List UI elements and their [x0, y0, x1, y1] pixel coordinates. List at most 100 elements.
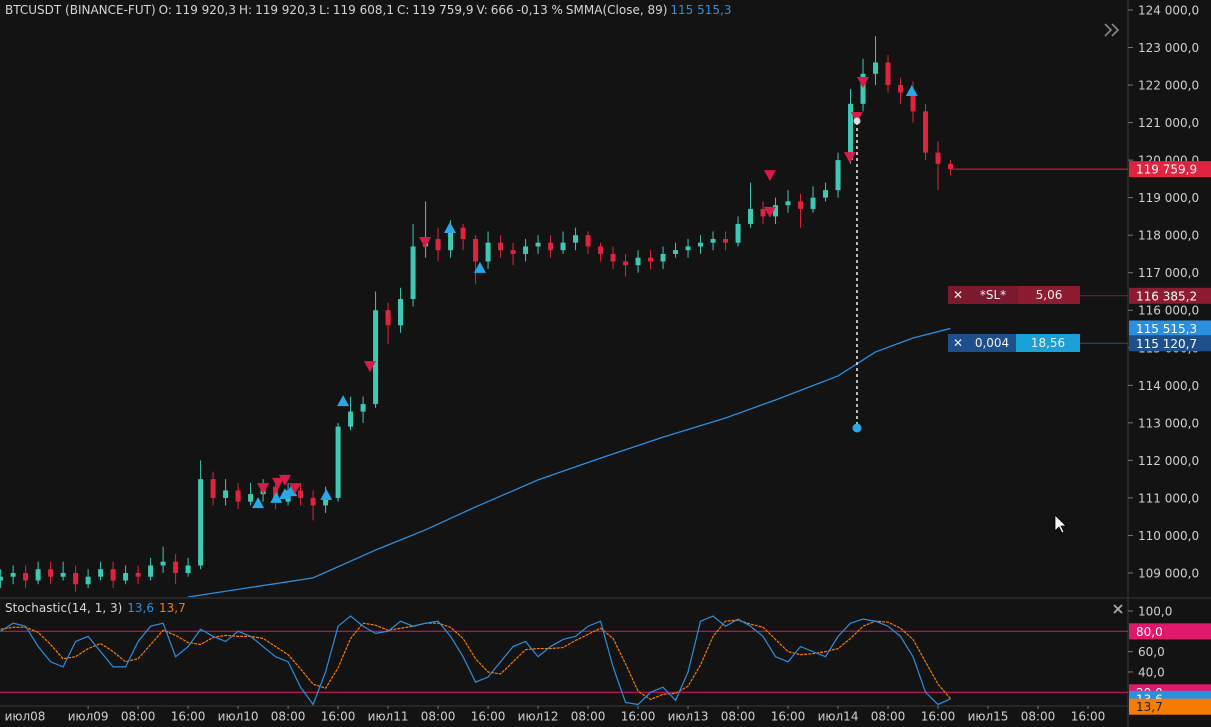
price-badge-label: 116 385,2 — [1136, 289, 1197, 303]
y-tick-label: 123 000,0 — [1138, 41, 1199, 55]
candle-body — [360, 404, 366, 412]
x-tick-label: 16:00 — [1071, 710, 1106, 724]
x-tick-label: 08:00 — [121, 710, 156, 724]
candle-body — [410, 246, 416, 299]
signal-marker — [270, 491, 283, 503]
candle-body — [235, 490, 241, 502]
candle-body — [535, 242, 541, 247]
candle-body — [810, 197, 816, 209]
candle-body — [885, 62, 891, 86]
candle-body — [748, 208, 754, 224]
y-tick-label: 100,0 — [1138, 604, 1172, 618]
candle-body — [323, 497, 329, 506]
y-tick-label: 109 000,0 — [1138, 566, 1199, 580]
candle-body — [398, 298, 404, 326]
candle-body — [310, 497, 316, 506]
candle-body — [173, 561, 179, 573]
price-badge — [1129, 698, 1211, 715]
close-order-button[interactable]: ✕ — [948, 334, 968, 352]
stochastic-line — [0, 619, 951, 701]
signal-marker — [272, 477, 285, 489]
candle-body — [85, 576, 91, 585]
x-tick-label: 08:00 — [571, 710, 606, 724]
candle-body — [898, 85, 904, 93]
candle-body — [0, 576, 4, 581]
candle-body — [98, 569, 104, 577]
x-tick-label: 08:00 — [271, 710, 306, 724]
close-pane-icon[interactable] — [1113, 604, 1123, 614]
mouse-cursor — [1054, 514, 1067, 534]
x-tick-label: июл09 — [68, 710, 109, 724]
x-tick-label: 08:00 — [1021, 710, 1056, 724]
x-tick-label: июл12 — [518, 710, 559, 724]
y-tick-label: 124 000,0 — [1138, 3, 1199, 17]
candle-body — [223, 490, 229, 498]
candle-body — [910, 92, 916, 112]
candle-body — [798, 201, 804, 209]
candle-body — [698, 242, 704, 247]
signal-marker — [278, 488, 291, 500]
order-panel[interactable]: ✕ *SL* 5,06 — [948, 286, 1080, 304]
candle-body — [473, 238, 479, 262]
ohlc-label: V: — [476, 3, 488, 17]
candle-body — [10, 572, 16, 577]
price-header: BTCUSDT (BINANCE-FUT) O: 119 920,3 H: 119 92… — [5, 3, 734, 17]
drag-handle[interactable] — [853, 117, 861, 125]
candle-body — [435, 238, 441, 251]
price-badge-label: 119 759,9 — [1136, 163, 1197, 177]
candle-body — [735, 223, 741, 243]
candle-body — [723, 238, 729, 243]
price-pane — [0, 36, 1128, 597]
order-label: *SL* — [968, 286, 1018, 304]
order-panel[interactable]: ✕ 0,004 18,56 — [948, 334, 1080, 352]
x-tick-label: 16:00 — [921, 710, 956, 724]
signal-marker — [288, 483, 301, 495]
ohlc-value: 119 920,3 — [174, 3, 236, 17]
candle-body — [48, 569, 54, 577]
candle-body — [73, 572, 79, 585]
indicator-line — [188, 327, 951, 597]
candle-body — [610, 253, 616, 262]
close-order-button[interactable]: ✕ — [948, 286, 968, 304]
price-badge-label: 115 515,3 — [1136, 322, 1197, 336]
price-badge — [1129, 287, 1211, 304]
candle-body — [923, 111, 929, 153]
order-value: 18,56 — [1016, 334, 1080, 352]
candle-body — [35, 569, 41, 581]
candle-body — [523, 246, 529, 254]
candle-body — [548, 242, 554, 251]
candle-body — [485, 242, 491, 262]
y-tick-label: 116 000,0 — [1138, 304, 1199, 318]
ohlc-value: 119 759,9 — [412, 3, 474, 17]
candle-body — [160, 561, 166, 566]
x-tick-label: июл10 — [218, 710, 259, 724]
signal-marker — [763, 170, 776, 182]
drag-handle[interactable] — [852, 423, 862, 433]
candle-body — [510, 250, 516, 254]
expand-icon[interactable] — [1104, 23, 1120, 37]
candle-body — [448, 227, 454, 251]
candle-body — [660, 253, 666, 262]
candle-body — [298, 490, 304, 498]
ohlc-label: O: — [158, 3, 172, 17]
signal-marker — [418, 236, 431, 248]
candle-body — [110, 569, 116, 581]
stochastic-header: Stochastic(14, 1, 3) 13,6 13,7 — [5, 601, 191, 615]
signal-marker — [850, 111, 863, 123]
x-tick-label: 16:00 — [471, 710, 506, 724]
candle-body — [935, 152, 941, 164]
candle-body — [348, 411, 354, 427]
signal-marker — [857, 77, 870, 89]
y-tick-label: 40,0 — [1138, 665, 1165, 679]
candle-body — [185, 565, 191, 573]
candle-body — [248, 494, 254, 502]
candle-body — [460, 227, 466, 239]
indicator-name: Stochastic(14, 1, 3) — [5, 601, 123, 615]
candle-body — [198, 479, 204, 566]
candle-body — [860, 73, 866, 104]
x-tick-label: июл13 — [668, 710, 709, 724]
indicator-name: SMMA(Close, 89) — [565, 3, 668, 17]
ohlc-value: 666 — [490, 3, 514, 17]
